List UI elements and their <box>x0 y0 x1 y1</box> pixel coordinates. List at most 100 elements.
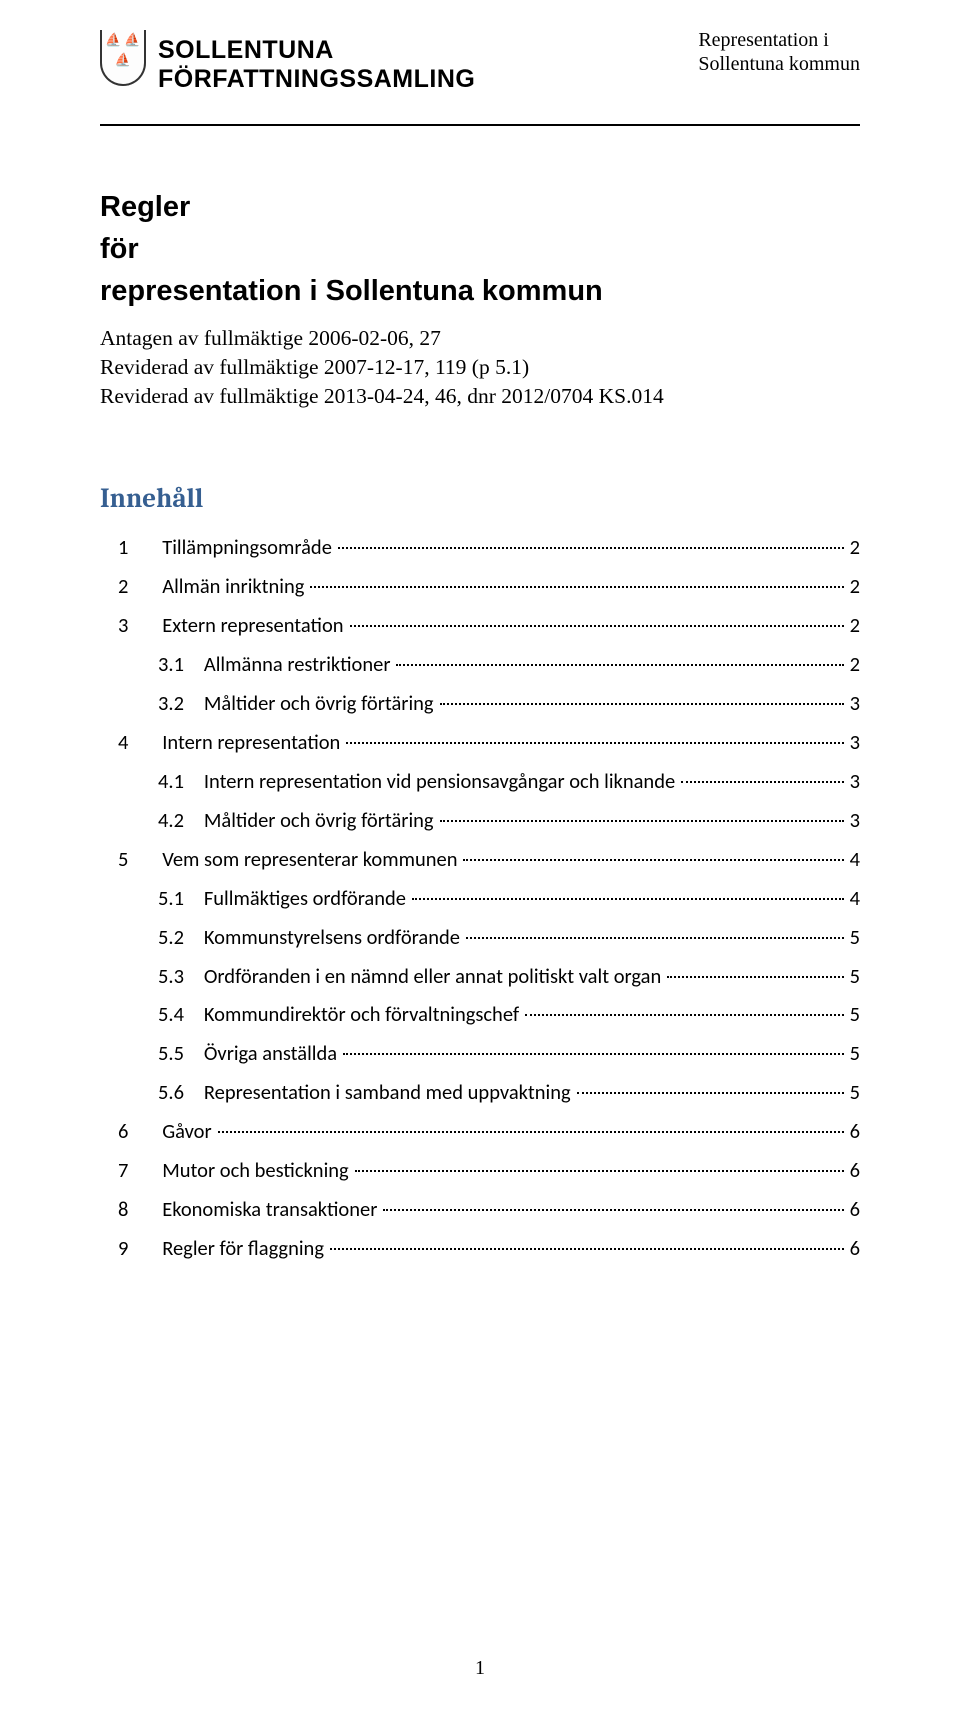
toc-entry-text: Allmänna restriktioner <box>204 645 395 684</box>
toc-entry[interactable]: 4 Intern representation3 <box>100 723 860 762</box>
toc-entry-page: 3 <box>846 684 860 723</box>
toc-entry-number: 9 <box>118 1229 162 1268</box>
toc-entry-number: 8 <box>118 1190 162 1229</box>
header-right-block: Representation i Sollentuna kommun <box>698 28 860 76</box>
toc-leader-dots <box>667 976 843 978</box>
toc-leader-dots <box>383 1209 843 1211</box>
toc-entry-text: Tillämpningsområde <box>162 528 336 567</box>
toc-entry-number: 3 <box>118 606 162 645</box>
toc-leader-dots <box>463 859 843 861</box>
toc-entry-text: Intern representation vid pensionsavgång… <box>204 762 679 801</box>
toc-entry[interactable]: 5.6 Representation i samband med uppvakt… <box>100 1073 860 1112</box>
toc-entry-text: Fullmäktiges ordförande <box>204 879 410 918</box>
toc-entry[interactable]: 5 Vem som representerar kommunen4 <box>100 840 860 879</box>
toc-leader-dots <box>577 1092 844 1094</box>
adoption-metadata: Antagen av fullmäktige 2006-02-06, 27 Re… <box>100 324 860 411</box>
toc-entry-page: 6 <box>846 1151 860 1190</box>
toc-entry[interactable]: 5.5 Övriga anställda5 <box>100 1034 860 1073</box>
meta-line3: Reviderad av fullmäktige 2013-04-24, 46,… <box>100 382 860 411</box>
toc-entry-number: 2 <box>118 567 162 606</box>
document-title: Regler för representation i Sollentuna k… <box>100 186 860 312</box>
toc-entry[interactable]: 3.1 Allmänna restriktioner 2 <box>100 645 860 684</box>
header-rule <box>100 124 860 126</box>
toc-entry-number: 5.6 <box>158 1073 204 1112</box>
toc-leader-dots <box>396 664 843 666</box>
toc-entry-page: 3 <box>846 801 860 840</box>
toc-entry-number: 4.2 <box>158 801 204 840</box>
toc-entry-number: 7 <box>118 1151 162 1190</box>
toc-entry-number: 5.1 <box>158 879 204 918</box>
toc-entry-number: 5 <box>118 840 162 879</box>
toc-leader-dots <box>525 1014 844 1016</box>
toc-entry-text: Kommundirektör och förvaltningschef <box>204 995 523 1034</box>
toc-leader-dots <box>346 742 843 744</box>
toc-entry-page: 5 <box>846 1034 860 1073</box>
toc-leader-dots <box>330 1248 844 1250</box>
toc-entry-number: 1 <box>118 528 162 567</box>
page-number: 1 <box>0 1657 960 1680</box>
toc-entry[interactable]: 3 Extern representation 2 <box>100 606 860 645</box>
toc-leader-dots <box>681 781 843 783</box>
toc-entry-page: 3 <box>846 762 860 801</box>
toc-entry-page: 4 <box>846 879 860 918</box>
toc-entry-page: 5 <box>846 957 860 996</box>
toc-entry[interactable]: 6 Gåvor6 <box>100 1112 860 1151</box>
toc-entry-text: Gåvor <box>162 1112 215 1151</box>
toc-entry-number: 5.3 <box>158 957 204 996</box>
title-line2: för <box>100 228 860 270</box>
toc-entry-text: Regler för flaggning <box>162 1229 328 1268</box>
toc-entry-text: Extern representation <box>162 606 347 645</box>
toc-entry-page: 3 <box>846 723 860 762</box>
municipal-shield-logo: ⛵⛵ ⛵ <box>100 30 146 86</box>
toc-entry-number: 4.1 <box>158 762 204 801</box>
toc-entry[interactable]: 9 Regler för flaggning6 <box>100 1229 860 1268</box>
meta-line1: Antagen av fullmäktige 2006-02-06, 27 <box>100 324 860 353</box>
toc-entry[interactable]: 4.2 Måltider och övrig förtäring 3 <box>100 801 860 840</box>
toc-entry-number: 3.1 <box>158 645 204 684</box>
toc-entry-page: 2 <box>846 567 860 606</box>
toc-leader-dots <box>440 703 844 705</box>
toc-entry-number: 4 <box>118 723 162 762</box>
toc-entry[interactable]: 8 Ekonomiska transaktioner6 <box>100 1190 860 1229</box>
toc-entry-text: Representation i samband med uppvaktning <box>204 1073 575 1112</box>
title-line1: Regler <box>100 186 860 228</box>
toc-entry-page: 2 <box>846 528 860 567</box>
toc-leader-dots <box>440 820 844 822</box>
toc-entry-text: Vem som representerar kommunen <box>162 840 461 879</box>
toc-entry[interactable]: 5.2 Kommunstyrelsens ordförande5 <box>100 918 860 957</box>
toc-leader-dots <box>412 898 844 900</box>
toc-entry[interactable]: 5.1 Fullmäktiges ordförande 4 <box>100 879 860 918</box>
toc-entry[interactable]: 2 Allmän inriktning2 <box>100 567 860 606</box>
toc-entry-page: 2 <box>846 606 860 645</box>
toc-entry-number: 6 <box>118 1112 162 1151</box>
toc-entry-text: Måltider och övrig förtäring <box>204 684 438 723</box>
title-line3: representation i Sollentuna kommun <box>100 270 860 312</box>
toc-entry-number: 5.4 <box>158 995 204 1034</box>
toc-entry[interactable]: 5.3 Ordföranden i en nämnd eller annat p… <box>100 957 860 996</box>
toc-entry[interactable]: 3.2 Måltider och övrig förtäring3 <box>100 684 860 723</box>
toc-entry-text: Allmän inriktning <box>162 567 308 606</box>
toc-entry[interactable]: 1 Tillämpningsområde 2 <box>100 528 860 567</box>
header-right-line1: Representation i <box>698 28 860 52</box>
toc-leader-dots <box>350 625 844 627</box>
toc-entry-page: 6 <box>846 1112 860 1151</box>
toc-leader-dots <box>355 1170 844 1172</box>
toc-entry-number: 5.5 <box>158 1034 204 1073</box>
toc-entry-page: 2 <box>846 645 860 684</box>
header-right-line2: Sollentuna kommun <box>698 52 860 76</box>
toc-entry-text: Mutor och bestickning <box>162 1151 353 1190</box>
toc-leader-dots <box>466 937 844 939</box>
toc-entry[interactable]: 5.4 Kommundirektör och förvaltningschef 5 <box>100 995 860 1034</box>
toc-entry[interactable]: 7 Mutor och bestickning 6 <box>100 1151 860 1190</box>
toc-entry-text: Ekonomiska transaktioner <box>162 1190 381 1229</box>
meta-line2: Reviderad av fullmäktige 2007-12-17, 119… <box>100 353 860 382</box>
toc-leader-dots <box>310 586 843 588</box>
toc-leader-dots <box>218 1131 844 1133</box>
toc-heading: Innehåll <box>100 483 860 514</box>
toc-entry[interactable]: 4.1 Intern representation vid pensionsav… <box>100 762 860 801</box>
toc-leader-dots <box>338 547 844 549</box>
toc-leader-dots <box>343 1053 844 1055</box>
toc-entry-number: 5.2 <box>158 918 204 957</box>
toc-entry-page: 5 <box>846 995 860 1034</box>
toc-entry-text: Måltider och övrig förtäring <box>204 801 438 840</box>
